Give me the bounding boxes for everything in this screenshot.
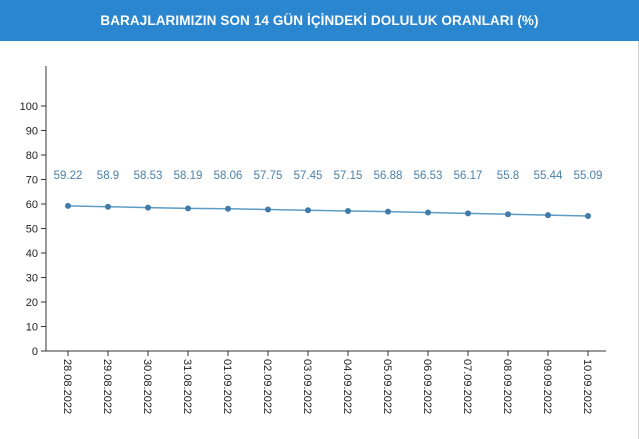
data-label: 55.44: [534, 170, 563, 182]
chart-area: 0 10 20 30 40 50 60 70 80 90 100 28.08.2022 29.08.2…: [0, 41, 639, 439]
x-tick-label: 28.08.2022: [61, 359, 73, 414]
y-tick-label: 30: [26, 273, 38, 285]
y-axis: 0 10 20 30 40 50 60 70 80 90 100: [20, 66, 47, 358]
series-line-group: [65, 202, 591, 220]
x-tick-label: 31.08.2022: [181, 359, 193, 414]
y-tick-label: 0: [32, 346, 38, 358]
x-tick-label: 08.09.2022: [501, 359, 513, 414]
data-labels: 59.22 58.9 58.53 58.19 58.06 57.75 57.45 57.15 5…: [54, 170, 603, 182]
y-tick-label: 40: [26, 248, 38, 260]
x-tick-label: 07.09.2022: [461, 359, 473, 414]
x-tick-label: 02.09.2022: [261, 359, 273, 414]
data-label: 56.88: [374, 170, 403, 182]
data-label: 57.45: [294, 170, 323, 182]
series-line: [67, 205, 589, 217]
chart-title: BARAJLARIMIZIN SON 14 GÜN İÇİNDEKİ DOLUL…: [0, 0, 639, 41]
data-point[interactable]: [105, 203, 111, 210]
data-point[interactable]: [465, 210, 471, 217]
y-tick-label: 20: [26, 297, 38, 309]
data-point[interactable]: [585, 213, 591, 220]
data-point[interactable]: [65, 202, 71, 209]
x-tick-label: 04.09.2022: [341, 359, 353, 414]
data-label: 58.9: [97, 170, 119, 182]
y-tick-label: 100: [20, 101, 38, 113]
data-label: 57.15: [334, 170, 363, 182]
data-point[interactable]: [305, 207, 311, 214]
x-tick-label: 05.09.2022: [381, 359, 393, 414]
data-label: 56.17: [454, 170, 483, 182]
data-label: 58.53: [134, 170, 163, 182]
y-tick-label: 60: [26, 199, 38, 211]
x-axis: 28.08.2022 29.08.2022 30.08.2022 31.08.2022…: [46, 350, 606, 414]
line-chart: 0 10 20 30 40 50 60 70 80 90 100 28.08.2022 29.08.2…: [20, 66, 606, 414]
data-point[interactable]: [265, 206, 271, 213]
x-tick-label: 06.09.2022: [421, 359, 433, 414]
x-tick-label: 03.09.2022: [301, 359, 313, 414]
x-tick-label: 30.08.2022: [141, 359, 153, 414]
y-tick-label: 70: [26, 175, 38, 187]
data-point[interactable]: [225, 205, 231, 212]
data-point[interactable]: [145, 204, 151, 211]
data-label: 59.22: [54, 170, 83, 182]
data-label: 55.8: [497, 170, 519, 182]
data-point[interactable]: [345, 207, 351, 214]
x-tick-label: 10.09.2022: [581, 359, 593, 414]
data-point[interactable]: [185, 205, 191, 212]
y-tick-label: 10: [26, 322, 38, 334]
y-tick-label: 50: [26, 224, 38, 236]
x-tick-label: 09.09.2022: [541, 359, 553, 414]
data-point[interactable]: [545, 212, 551, 219]
y-tick-label: 80: [26, 150, 38, 162]
y-tick-label: 90: [26, 126, 38, 138]
x-tick-label: 29.08.2022: [101, 359, 113, 414]
data-label: 56.53: [414, 170, 443, 182]
data-label: 55.09: [574, 170, 603, 182]
data-label: 57.75: [254, 170, 283, 182]
data-point[interactable]: [505, 211, 511, 218]
data-label: 58.06: [214, 170, 243, 182]
x-tick-label: 01.09.2022: [221, 359, 233, 414]
data-point[interactable]: [425, 209, 431, 216]
data-label: 58.19: [174, 170, 203, 182]
data-point[interactable]: [385, 208, 391, 215]
